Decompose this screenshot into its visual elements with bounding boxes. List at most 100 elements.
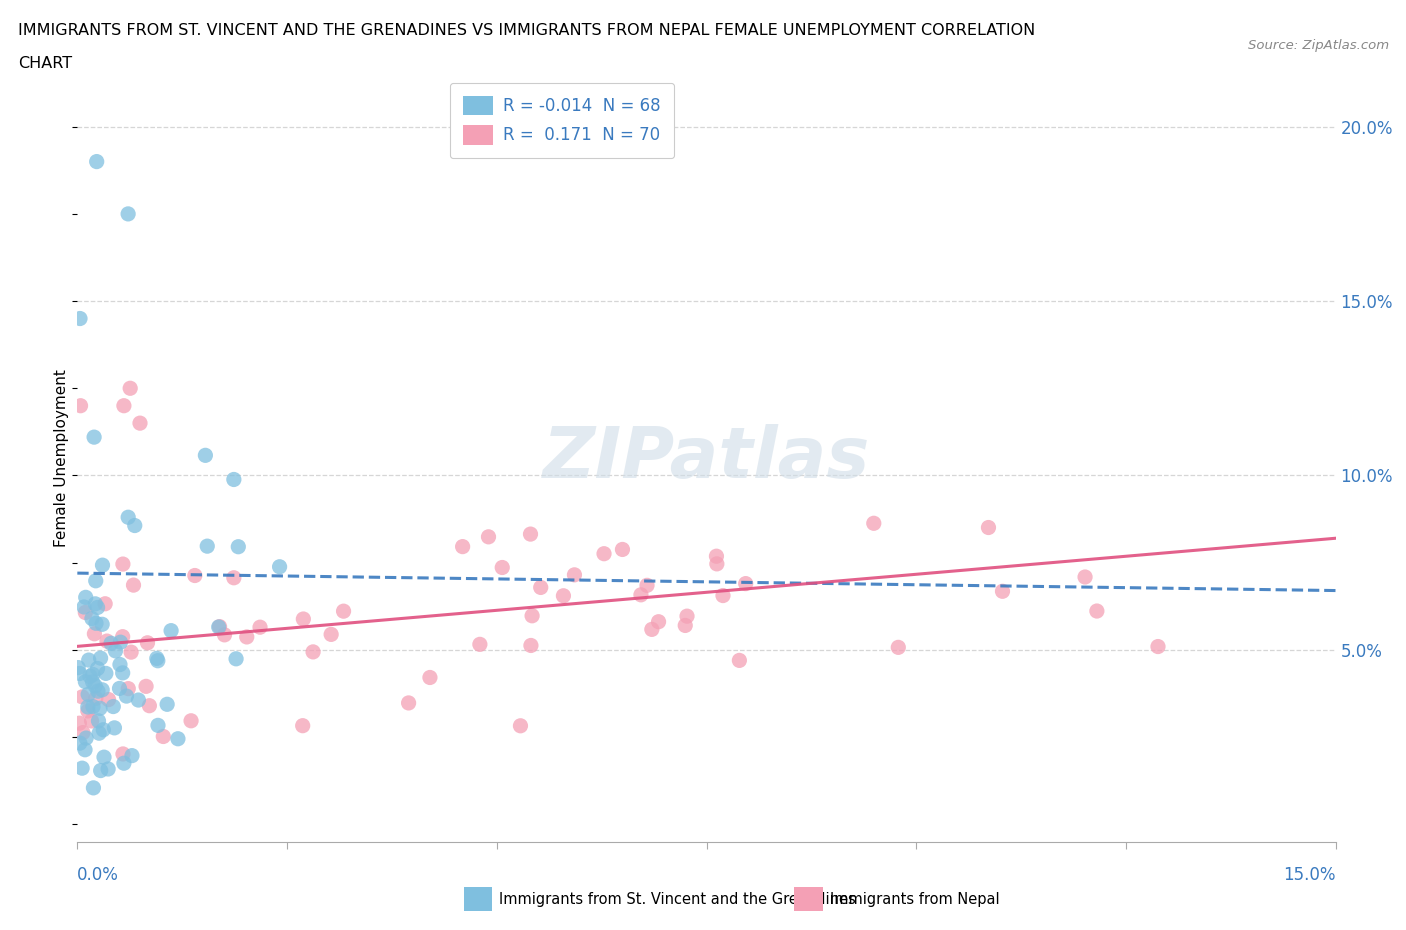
- Point: [82, 667, 104, 682]
- Point: [222, 570, 245, 585]
- Point: [146, 718, 169, 733]
- Point: [108, 658, 131, 672]
- Point: [194, 448, 217, 463]
- Point: [69, 312, 91, 326]
- Point: [77, 653, 100, 668]
- Point: [69, 666, 91, 681]
- Point: [90, 764, 112, 778]
- Point: [291, 718, 314, 733]
- Point: [100, 636, 122, 651]
- Point: [75, 605, 97, 620]
- Point: [70, 761, 93, 776]
- Point: [76, 699, 98, 714]
- Point: [82, 780, 104, 795]
- Point: [90, 651, 112, 666]
- Point: [706, 549, 728, 564]
- Point: [195, 538, 218, 553]
- Point: [641, 622, 664, 637]
- Point: [530, 580, 553, 595]
- Point: [127, 693, 149, 708]
- Point: [520, 608, 543, 623]
- Point: [593, 546, 616, 561]
- Point: [167, 731, 190, 746]
- Point: [103, 699, 125, 714]
- Point: [225, 651, 247, 666]
- Point: [80, 713, 103, 728]
- Point: [1147, 639, 1170, 654]
- Point: [553, 589, 575, 604]
- Point: [124, 518, 146, 533]
- Point: [77, 687, 100, 702]
- Point: [180, 713, 202, 728]
- Point: [236, 630, 259, 644]
- Point: [89, 701, 111, 716]
- Point: [398, 696, 420, 711]
- Point: [97, 762, 120, 777]
- Point: [76, 703, 98, 718]
- Point: [477, 529, 499, 544]
- Point: [94, 596, 117, 611]
- Point: [292, 612, 315, 627]
- Point: [75, 731, 97, 746]
- Point: [135, 679, 157, 694]
- Point: [647, 615, 669, 630]
- Point: [111, 630, 134, 644]
- Point: [122, 578, 145, 592]
- Point: [419, 670, 441, 684]
- Point: [67, 660, 90, 675]
- Point: [67, 716, 90, 731]
- Point: [269, 559, 291, 574]
- Point: [87, 725, 110, 740]
- Point: [104, 644, 127, 658]
- Point: [120, 644, 142, 659]
- Point: [112, 398, 135, 413]
- Point: [75, 674, 97, 689]
- Text: ZIPatlas: ZIPatlas: [543, 423, 870, 493]
- Text: Immigrants from Nepal: Immigrants from Nepal: [830, 892, 1000, 907]
- Point: [711, 588, 734, 603]
- Point: [111, 747, 134, 762]
- Point: [91, 723, 114, 737]
- Text: IMMIGRANTS FROM ST. VINCENT AND THE GRENADINES VS IMMIGRANTS FROM NEPAL FEMALE U: IMMIGRANTS FROM ST. VINCENT AND THE GREN…: [18, 23, 1036, 38]
- Text: 15.0%: 15.0%: [1284, 866, 1336, 884]
- Point: [94, 666, 117, 681]
- Point: [86, 154, 108, 169]
- Point: [226, 539, 249, 554]
- Text: Immigrants from St. Vincent and the Grenadines: Immigrants from St. Vincent and the Gren…: [499, 892, 856, 907]
- Point: [87, 684, 110, 698]
- Point: [214, 628, 236, 643]
- Point: [136, 635, 159, 650]
- Point: [86, 661, 108, 676]
- Point: [160, 623, 183, 638]
- Point: [93, 750, 115, 764]
- Point: [87, 713, 110, 728]
- Point: [706, 556, 728, 571]
- Point: [112, 756, 135, 771]
- Legend: R = -0.014  N = 68, R =  0.171  N = 70: R = -0.014 N = 68, R = 0.171 N = 70: [450, 83, 673, 158]
- Point: [991, 584, 1014, 599]
- Point: [91, 683, 114, 698]
- Point: [115, 688, 138, 703]
- Point: [121, 749, 143, 764]
- Point: [72, 725, 94, 740]
- Point: [96, 633, 118, 648]
- Point: [676, 609, 699, 624]
- Text: CHART: CHART: [18, 56, 72, 71]
- Point: [321, 627, 343, 642]
- Point: [82, 699, 104, 714]
- Point: [673, 618, 696, 633]
- Point: [82, 674, 104, 689]
- Point: [208, 619, 231, 634]
- Point: [69, 398, 91, 413]
- Point: [84, 678, 107, 693]
- Point: [208, 619, 231, 634]
- Point: [97, 692, 120, 707]
- Point: [138, 698, 160, 713]
- Point: [73, 742, 96, 757]
- Point: [519, 526, 541, 541]
- Y-axis label: Female Unemployment: Female Unemployment: [53, 369, 69, 547]
- Point: [84, 691, 107, 706]
- Point: [302, 644, 325, 659]
- Point: [630, 588, 652, 603]
- Point: [612, 542, 634, 557]
